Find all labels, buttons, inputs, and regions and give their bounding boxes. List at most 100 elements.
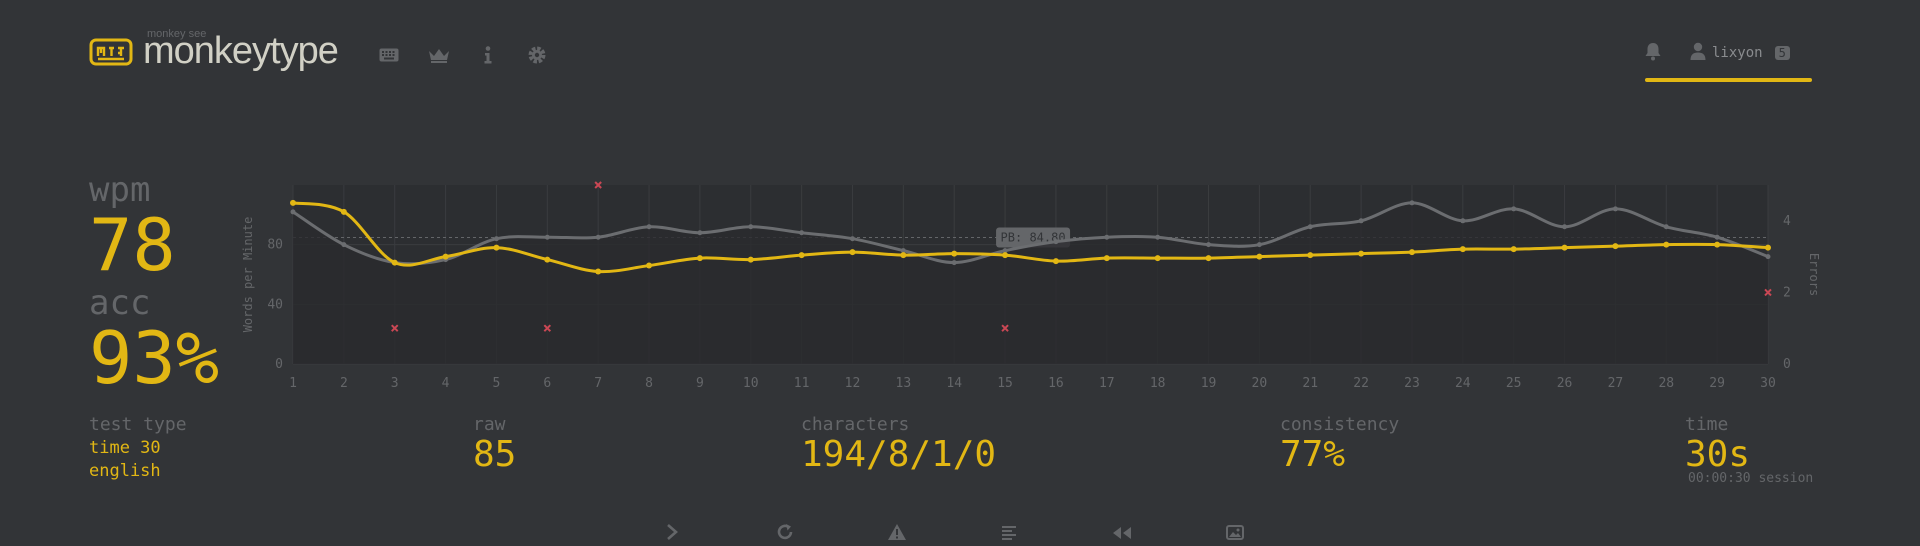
x-tick-label: 12 [845,376,861,391]
wpm-point [1052,258,1059,265]
acc-label: acc [89,283,151,323]
report-button[interactable] [885,522,909,546]
y2-tick-label: 0 [1783,357,1791,372]
wpm-point [1103,255,1110,262]
x-tick-label: 7 [594,376,602,391]
replay-button[interactable] [1110,522,1134,546]
y2-tick-label: 4 [1783,214,1791,229]
x-tick-label: 20 [1252,376,1268,391]
raw-point [544,234,550,240]
raw-point [849,236,855,242]
raw-point [1511,206,1517,212]
wpm-point [1765,244,1771,251]
raw-point [1612,206,1618,212]
wpm-point [442,253,449,260]
restart-button[interactable] [773,522,797,546]
session-time: 00:00:30 session [1688,471,1814,486]
x-tick-label: 8 [645,376,653,391]
wpm-point [747,256,754,263]
consistency-value: 77% [1280,434,1346,475]
error-marker [1001,324,1009,332]
raw-point [951,260,957,266]
x-tick-label: 17 [1099,376,1115,391]
error-marker [543,324,552,332]
x-tick-label: 18 [1150,376,1166,391]
raw-point [697,230,703,236]
words-history-icon [1002,524,1018,544]
raw-point [799,230,805,236]
screenshot-button[interactable] [1223,522,1247,546]
x-tick-label: 29 [1709,376,1725,391]
logo-text[interactable]: monkeytype [143,30,339,72]
consistency-label: consistency [1280,414,1400,435]
wpm-point [1358,250,1365,257]
x-tick-label: 25 [1506,376,1522,391]
x-tick-label: 1 [289,376,297,391]
gear-icon[interactable] [524,42,550,68]
wpm-point [340,208,347,215]
wpm-point [391,259,398,266]
wpm-point [1307,252,1314,259]
x-tick-label: 19 [1201,376,1217,391]
x-tick-label: 13 [896,376,912,391]
words-history-button[interactable] [998,522,1022,546]
test-type-language: english [89,461,161,481]
warning-icon [887,523,907,545]
user-icon [1690,42,1706,64]
raw-point [493,236,499,242]
account-xp-bar [1645,78,1812,82]
x-tick-label: 10 [743,376,759,391]
raw-value: 85 [473,434,517,475]
crown-icon[interactable] [426,42,452,68]
user-name: lixyon [1712,45,1763,61]
raw-point [1104,234,1110,240]
bell-icon[interactable] [1644,42,1662,65]
wpm-point [849,249,856,256]
wpm-point [1612,243,1619,250]
next-test-button[interactable] [660,522,684,546]
time-label: time [1685,414,1729,435]
keyboard-icon[interactable] [376,42,402,68]
x-tick-label: 27 [1608,376,1624,391]
wpm-point [1663,241,1670,248]
account-button[interactable]: lixyon 5 [1690,42,1790,64]
x-tick-label: 30 [1760,376,1776,391]
logo-icon[interactable] [89,38,133,66]
raw-point [1409,200,1415,206]
wpm-point [290,199,296,206]
raw-point [748,224,754,230]
raw-point [1663,224,1669,230]
time-value: 30s [1685,434,1751,475]
x-tick-label: 14 [946,376,962,391]
screenshot-icon [1226,524,1244,544]
raw-point [646,224,652,230]
raw-point [1562,224,1568,230]
test-type-mode: time 30 [89,438,161,458]
raw-point [290,209,296,215]
logo-subtitle: monkey see [147,28,207,40]
raw-point [341,242,347,248]
raw-point [1460,218,1466,224]
raw-point [595,234,601,240]
x-tick-label: 26 [1557,376,1573,391]
wpm-point [493,244,500,251]
x-tick-label: 6 [543,376,551,391]
y-tick-label: 0 [275,357,283,372]
characters-value: 194/8/1/0 [801,434,997,475]
wpm-point [1408,249,1415,256]
raw-point [1155,234,1161,240]
restart-icon [776,523,794,545]
wpm-point [1205,255,1212,262]
x-tick-label: 21 [1302,376,1318,391]
x-tick-label: 28 [1658,376,1674,391]
wpm-point [1714,241,1721,248]
x-tick-label: 24 [1455,376,1471,391]
info-icon[interactable] [475,42,501,68]
test-type-label: test type [89,414,187,435]
x-tick-label: 23 [1404,376,1420,391]
acc-value: 93% [89,316,220,400]
account-area: lixyon 5 [1644,36,1790,70]
y-tick-label: 40 [267,297,283,312]
wpm-point [798,252,805,259]
